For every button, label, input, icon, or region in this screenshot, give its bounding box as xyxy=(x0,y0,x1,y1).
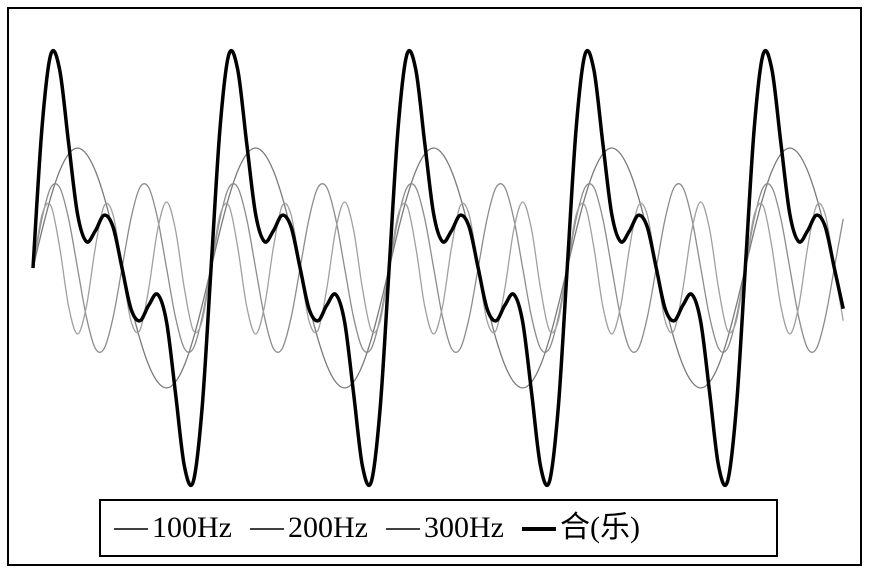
series-line xyxy=(32,183,844,353)
series-line xyxy=(32,201,844,335)
frame xyxy=(7,7,862,566)
legend-label: 100Hz xyxy=(152,511,232,544)
legend-label: 200Hz xyxy=(288,511,368,544)
legend-label: 300Hz xyxy=(424,511,504,544)
series-line xyxy=(31,48,845,488)
legend-box xyxy=(99,499,778,557)
legend-label: 合(乐) xyxy=(560,511,640,544)
